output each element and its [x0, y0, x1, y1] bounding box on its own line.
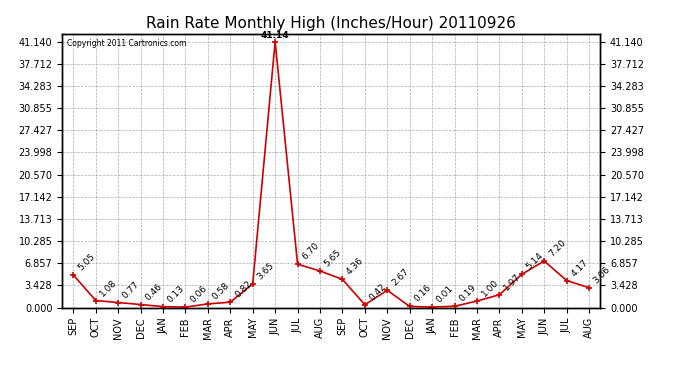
Text: 3.06: 3.06: [592, 264, 612, 285]
Text: 0.82: 0.82: [233, 279, 253, 300]
Title: Rain Rate Monthly High (Inches/Hour) 20110926: Rain Rate Monthly High (Inches/Hour) 201…: [146, 16, 516, 31]
Text: 41.14: 41.14: [261, 31, 289, 40]
Text: 0.46: 0.46: [144, 282, 164, 302]
Text: 6.70: 6.70: [300, 241, 321, 262]
Text: Copyright 2011 Cartronics.com: Copyright 2011 Cartronics.com: [68, 39, 187, 48]
Text: 0.19: 0.19: [457, 283, 477, 304]
Text: 5.05: 5.05: [76, 252, 97, 272]
Text: 4.36: 4.36: [345, 256, 366, 277]
Text: 5.65: 5.65: [323, 248, 343, 268]
Text: 4.17: 4.17: [569, 258, 590, 278]
Text: 5.14: 5.14: [524, 251, 545, 272]
Text: 1.00: 1.00: [480, 278, 500, 298]
Text: 3.65: 3.65: [255, 261, 276, 281]
Text: 0.42: 0.42: [368, 282, 388, 302]
Text: 1.08: 1.08: [99, 278, 119, 298]
Text: 0.13: 0.13: [166, 284, 186, 304]
Text: 0.06: 0.06: [188, 284, 208, 304]
Text: 0.16: 0.16: [413, 283, 433, 304]
Text: 1.97: 1.97: [502, 272, 522, 292]
Text: 2.67: 2.67: [390, 267, 411, 288]
Text: 0.01: 0.01: [435, 284, 455, 304]
Text: 0.58: 0.58: [210, 281, 231, 301]
Text: 0.77: 0.77: [121, 279, 141, 300]
Text: 7.20: 7.20: [547, 238, 567, 258]
